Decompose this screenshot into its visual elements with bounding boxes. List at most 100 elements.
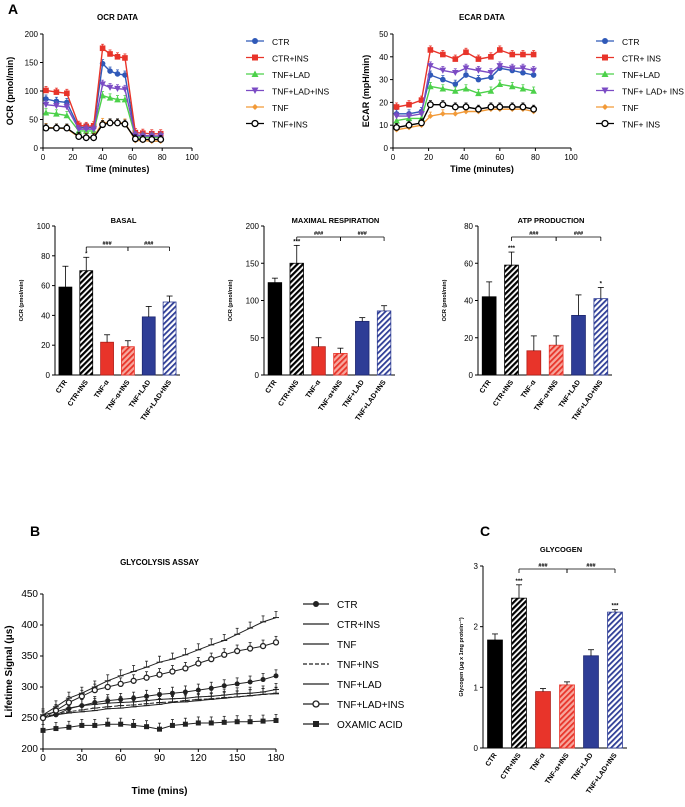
basal-bracket-label: ### (144, 241, 153, 247)
ecar-point (452, 69, 459, 77)
ocr-point (90, 126, 97, 133)
ocr-point (53, 98, 60, 105)
ecar-point (463, 49, 469, 56)
ecar-point (405, 121, 413, 129)
ocr-point (42, 124, 50, 132)
legend-label: TNF (337, 640, 356, 651)
glycolysis-xtick-label: 150 (229, 753, 246, 764)
ocr-point (114, 85, 121, 93)
ecar-ytick-label: 40 (379, 53, 388, 62)
glycogen-ytick-label: 2 (474, 623, 479, 632)
ecar-point (462, 85, 470, 92)
ocr-point (139, 135, 147, 143)
ecar-x-label: Time (minutes) (450, 164, 514, 174)
ecar-point (530, 105, 538, 113)
legend-label: CTR (272, 37, 289, 47)
maxresp-category-label: TNF-α (305, 379, 323, 400)
panel-label-a: A (8, 1, 18, 17)
ocr-point (64, 99, 70, 106)
glycolysis-point (208, 720, 214, 726)
maxresp-ytick-label: 150 (246, 259, 260, 268)
ocr-ytick-label: 100 (25, 87, 39, 96)
legend-label: TNF+ LAD+ INS (622, 87, 684, 97)
ocr-point (53, 103, 60, 110)
panel-label-b: B (30, 523, 40, 539)
atp-bar (504, 264, 519, 376)
ecar-point (530, 72, 537, 78)
atp-ytick-label: 40 (464, 297, 473, 306)
glycogen-bracket-label: ### (538, 563, 547, 569)
ocr-point (90, 134, 98, 142)
legend-label: TNF+LAD (337, 680, 382, 691)
ocr-point (52, 124, 60, 132)
ocr-ytick-label: 0 (34, 144, 39, 153)
glycolysis-point (91, 686, 98, 694)
glycolysis-point (79, 722, 85, 728)
glycolysis-title: GLYCOLYSIS ASSAY (120, 558, 200, 567)
ecar-point (440, 51, 446, 58)
ocr-series-5 (42, 118, 165, 143)
glycolysis-point (131, 722, 137, 728)
atp-y-label: OCR (pmol/min) (442, 279, 448, 321)
ecar-title: ECAR DATA (459, 13, 505, 22)
ecar-point (393, 113, 400, 120)
legend-marker (252, 38, 258, 44)
ocr-point (122, 72, 128, 78)
glycogen-significance-mark: *** (515, 579, 523, 585)
maxresp-ytick-label: 200 (246, 222, 260, 231)
ocr-xtick-label: 80 (158, 153, 167, 162)
glycolysis-ytick-label: 450 (21, 589, 38, 600)
ecar-point (406, 101, 412, 108)
ecar-ytick-label: 20 (379, 98, 388, 107)
legend-label: CTR+ INS (622, 54, 661, 64)
maxresp-bar (333, 352, 348, 376)
basal-bar (162, 301, 177, 376)
glycolysis-point (104, 683, 111, 691)
atp-ytick-label: 0 (469, 371, 474, 380)
ecar-xtick-label: 20 (424, 153, 433, 162)
glycolysis-xtick-label: 120 (190, 753, 207, 764)
ecar-point (475, 89, 482, 97)
ecar-point (519, 65, 527, 72)
chart-glycolysis: GLYCOLYSIS ASSAY 200 250 300 350 400 450 0 30 60 9… (4, 558, 285, 797)
atp-bar (481, 296, 497, 376)
basal-ytick-label: 0 (46, 371, 51, 380)
basal-title: BASAL (111, 216, 137, 225)
maxresp-y-label: OCR (pmol/min) (228, 279, 234, 321)
ecar-xtick-label: 60 (495, 153, 504, 162)
ecar-point (488, 74, 494, 81)
basal-bar (58, 286, 73, 376)
glycogen-title: GLYCOGEN (540, 545, 582, 554)
glycolysis-point (260, 677, 266, 683)
ecar-point (475, 67, 482, 74)
maxresp-bar (311, 346, 326, 376)
ecar-point (496, 80, 504, 87)
basal-bar (100, 341, 114, 376)
ocr-xtick-label: 20 (68, 153, 77, 162)
glycolysis-series-5 (39, 635, 280, 722)
glycolysis-ytick-label: 350 (21, 651, 38, 662)
glycolysis-y-label: Lifetime Signal (μs) (4, 625, 15, 717)
ecar-series-2 (393, 79, 537, 124)
ocr-series-3 (42, 79, 165, 140)
ocr-xtick-label: 100 (185, 153, 199, 162)
glycogen-ytick-label: 1 (474, 683, 479, 692)
ocr-point (99, 92, 106, 99)
ocr-point (114, 96, 121, 103)
glycolysis-xtick-label: 30 (76, 753, 88, 764)
glycolysis-point (39, 714, 47, 722)
legend-label: TNF (622, 103, 639, 113)
glycolysis-point (195, 660, 202, 667)
basal-bar (121, 346, 135, 376)
glycolysis-xtick-label: 60 (115, 753, 127, 764)
glycogen-ytick-label: 3 (474, 562, 479, 571)
ocr-point (114, 119, 121, 127)
ecar-point (475, 56, 482, 62)
ocr-point (63, 124, 71, 132)
maxresp-category-label: TNF+LAD (342, 379, 366, 409)
atp-ytick-label: 20 (464, 334, 473, 343)
ecar-point (520, 69, 526, 76)
basal-category-label: TNF-α (93, 379, 111, 400)
ecar-point (418, 97, 425, 103)
ecar-xtick-label: 80 (531, 153, 540, 162)
